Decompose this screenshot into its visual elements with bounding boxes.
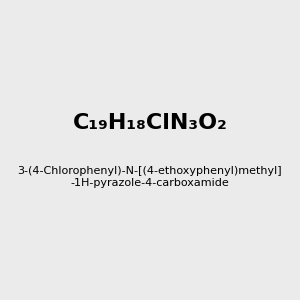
Text: C₁₉H₁₈ClN₃O₂: C₁₉H₁₈ClN₃O₂ — [73, 113, 227, 133]
Text: 3-(4-Chlorophenyl)-N-[(4-ethoxyphenyl)methyl]
-1H-pyrazole-4-carboxamide: 3-(4-Chlorophenyl)-N-[(4-ethoxyphenyl)me… — [18, 166, 282, 188]
